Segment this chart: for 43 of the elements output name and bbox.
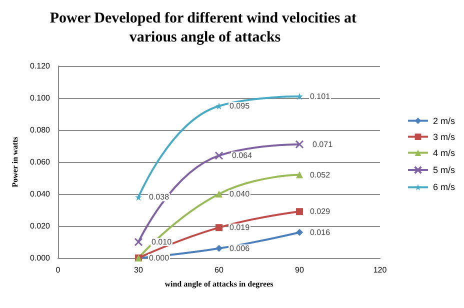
data-label: 0.000 <box>149 254 170 262</box>
point <box>295 140 304 149</box>
x-tick-label: 120 <box>373 266 388 274</box>
data-label: 0.010 <box>152 238 172 246</box>
point <box>134 238 143 246</box>
data-label: 0.016 <box>310 228 331 237</box>
data-label: 0.006 <box>230 244 250 253</box>
data-label: 0.029 <box>310 207 331 216</box>
legend-label: 6 m/s <box>432 182 456 192</box>
x-tick-label: 90 <box>295 266 304 274</box>
legend-label: 3 m/s <box>432 132 456 142</box>
y-tick-label: 0.080 <box>30 126 51 134</box>
y-axis-title: Power in watts <box>10 136 20 188</box>
data-label: 0.038 <box>149 192 170 202</box>
point <box>216 244 222 252</box>
data-label: 0.071 <box>312 140 334 149</box>
y-tick-label: 0.000 <box>30 254 51 262</box>
x-tick-label: 60 <box>214 266 224 274</box>
legend-label: 2 m/s <box>432 116 456 126</box>
y-tick-label: 0.060 <box>30 158 51 166</box>
y-tick-label: 0.120 <box>30 62 51 70</box>
point <box>296 228 303 236</box>
point <box>296 208 303 216</box>
point <box>216 102 222 110</box>
data-label: 0.052 <box>310 170 331 180</box>
data-label: 0.101 <box>310 92 331 101</box>
point <box>214 151 224 160</box>
x-tick-label: 30 <box>134 266 144 274</box>
point <box>296 92 303 100</box>
x-tick-label: 0 <box>56 266 61 274</box>
point <box>216 224 222 232</box>
data-label: 0.040 <box>230 190 250 198</box>
y-tick-label: 0.100 <box>30 94 51 102</box>
legend-label: 4 m/s <box>432 148 456 158</box>
chart-title: Power Developed for different wind velocities at various angle of attacks <box>50 10 360 46</box>
data-label: 0.064 <box>232 151 253 160</box>
x-axis-title: wind angle of attacks in degrees <box>164 280 274 288</box>
data-label: 0.095 <box>230 102 250 110</box>
legend-label: 5 m/s <box>432 165 456 175</box>
data-label: 0.019 <box>230 223 250 232</box>
y-tick-label: 0.040 <box>30 190 51 198</box>
y-tick-label: 0.020 <box>30 222 51 230</box>
point <box>135 194 142 201</box>
